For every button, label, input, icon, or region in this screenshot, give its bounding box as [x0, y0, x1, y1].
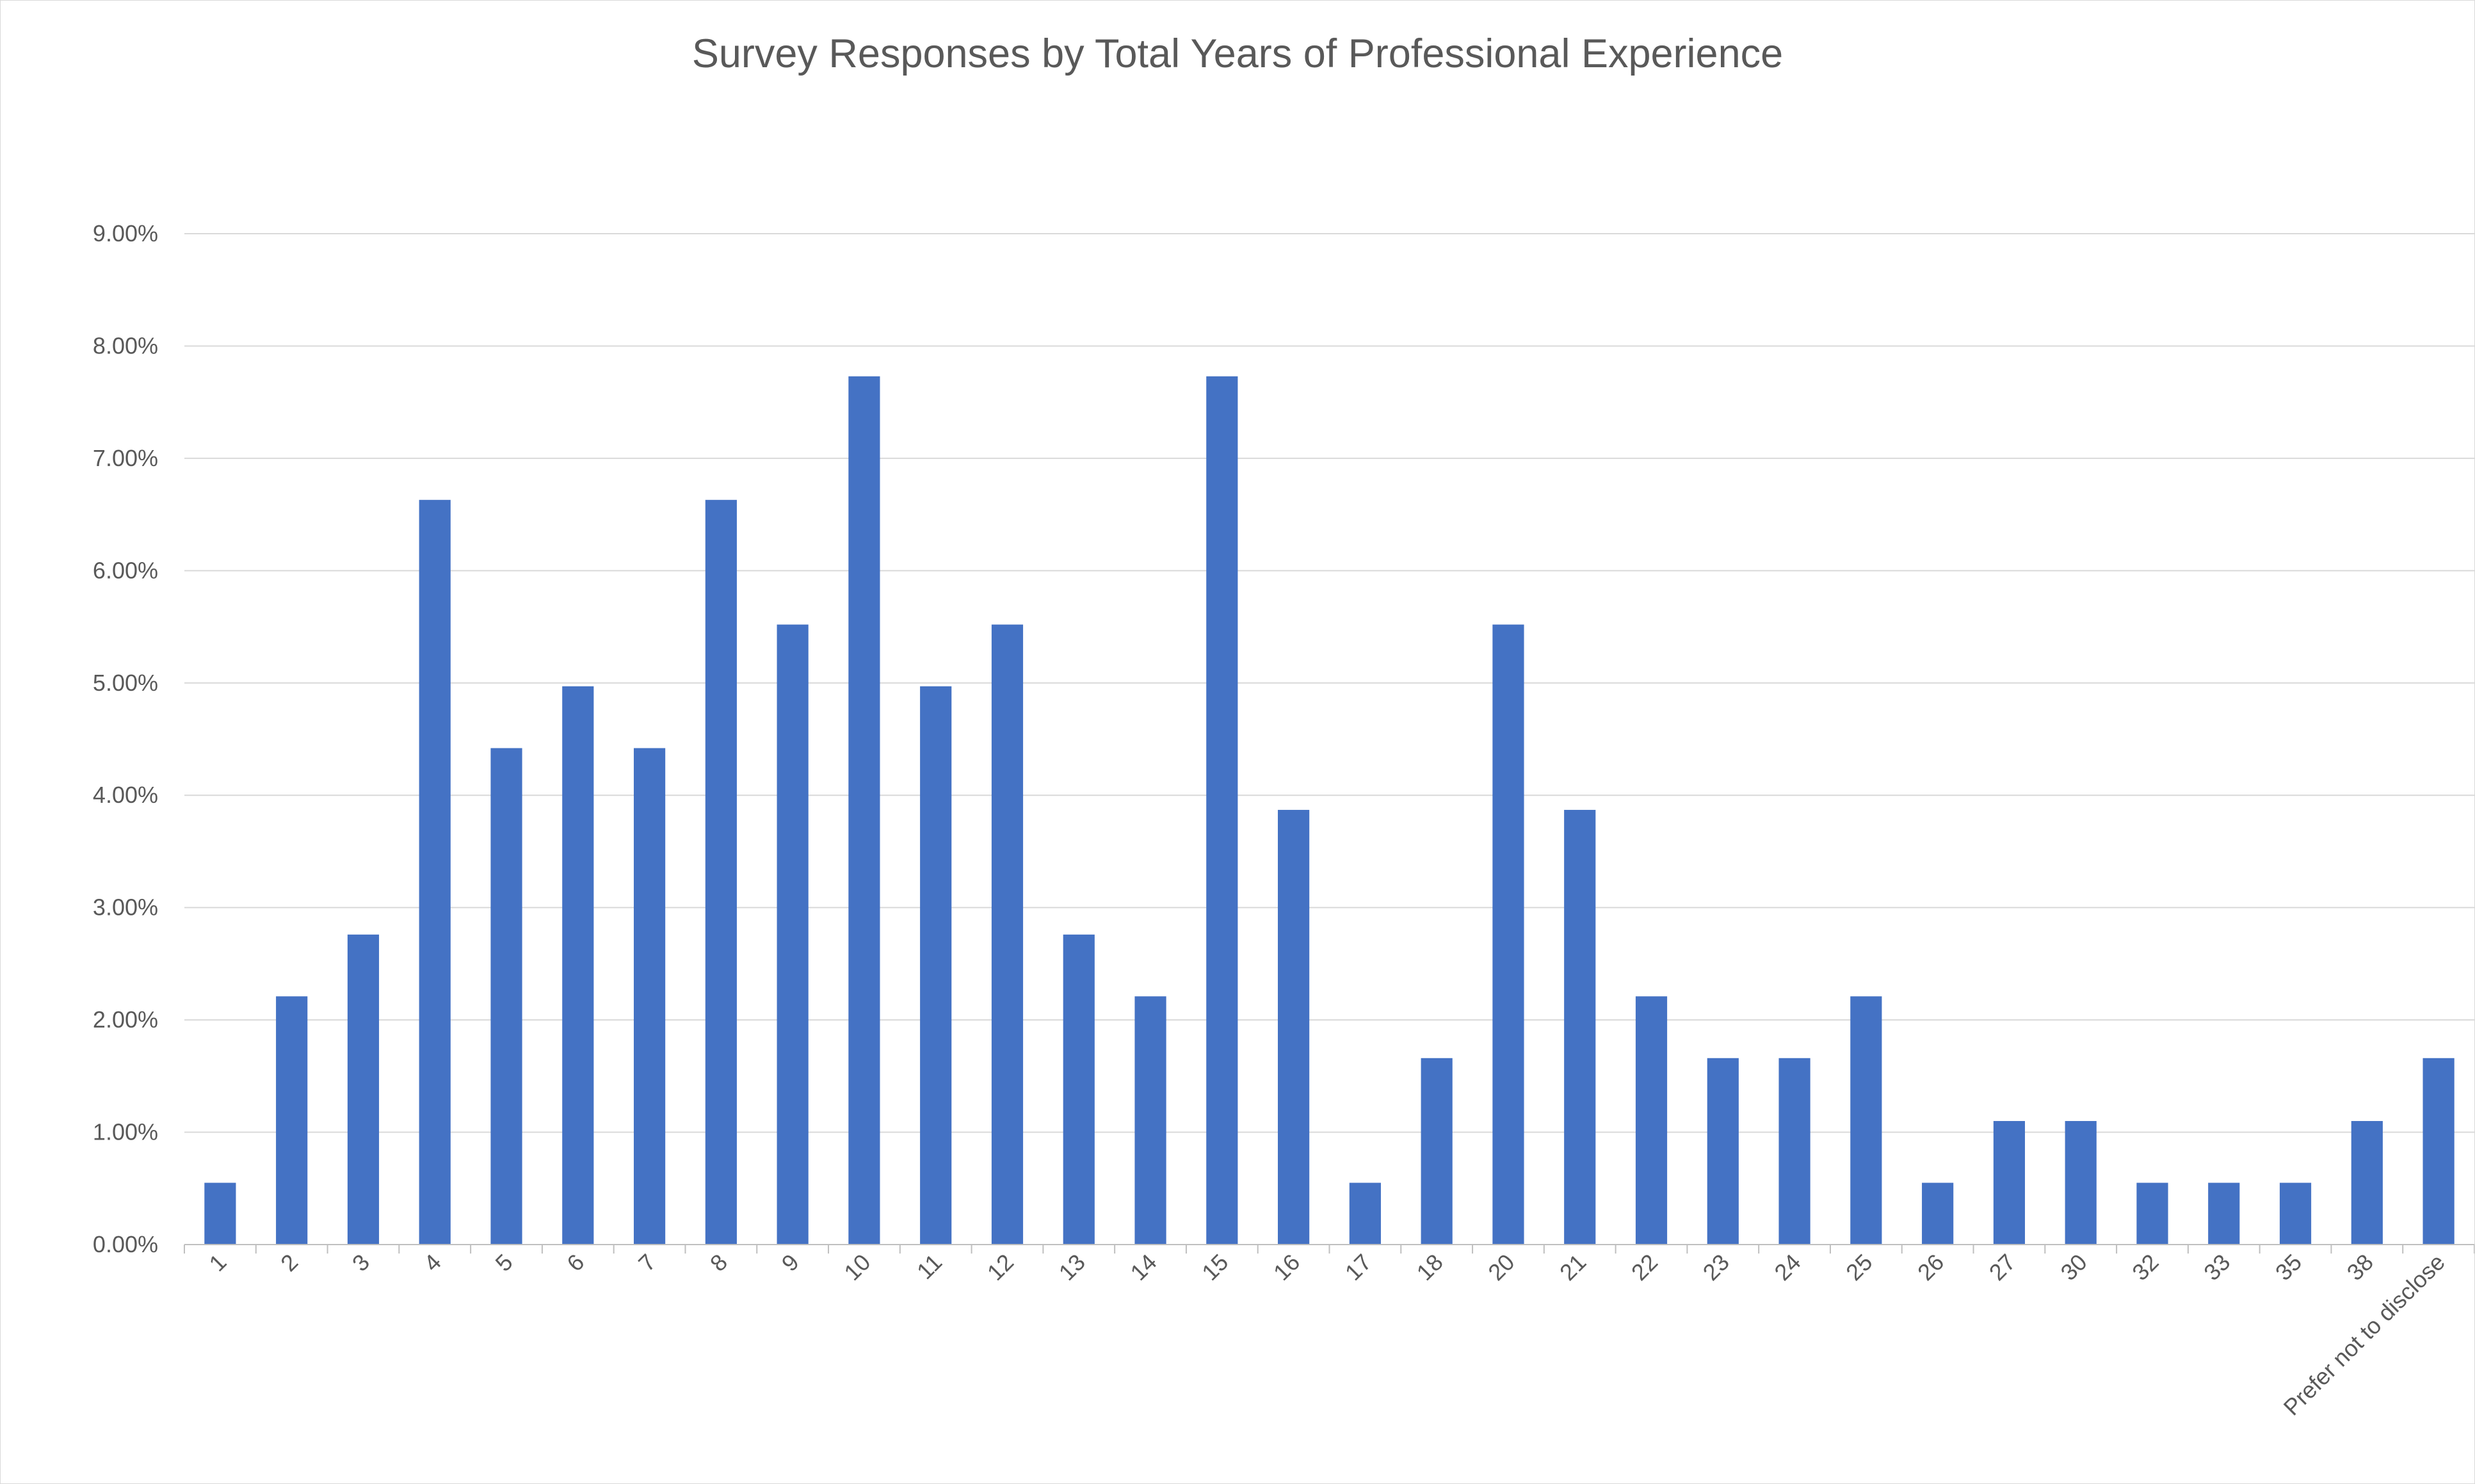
x-tick-label: 24	[1769, 1249, 1805, 1286]
bar	[920, 686, 952, 1245]
x-tick-label: 10	[839, 1249, 875, 1286]
x-tick-label: 33	[2198, 1249, 2235, 1286]
bar	[777, 624, 809, 1245]
x-tick-label: 30	[2056, 1249, 2092, 1286]
bar	[2279, 1182, 2312, 1245]
bar	[2136, 1182, 2168, 1245]
y-tick-label: 1.00%	[93, 1119, 158, 1145]
y-tick-label: 8.00%	[93, 332, 158, 359]
bar	[1850, 996, 1882, 1245]
x-tick-label: 3	[347, 1249, 375, 1277]
x-tick-label: 4	[419, 1249, 446, 1277]
x-tick-label: 2	[275, 1249, 303, 1277]
bar	[1134, 996, 1166, 1245]
bar	[347, 934, 380, 1245]
bar	[1922, 1182, 1954, 1245]
bar	[1707, 1058, 1739, 1245]
x-tick-label: 9	[777, 1249, 804, 1277]
x-tick-label: 6	[561, 1249, 589, 1277]
x-tick-label: 20	[1483, 1249, 1519, 1286]
x-tick-label: 8	[705, 1249, 732, 1277]
bar	[991, 624, 1024, 1245]
bar	[1778, 1058, 1810, 1245]
x-tick-label: 7	[633, 1249, 661, 1277]
bar	[1063, 934, 1095, 1245]
x-axis	[184, 1244, 2474, 1254]
bar	[633, 748, 666, 1245]
bar	[1993, 1121, 2026, 1245]
x-tick-label: 12	[982, 1249, 1019, 1286]
x-tick-label: 11	[912, 1249, 947, 1284]
y-tick-label: 7.00%	[93, 445, 158, 471]
x-tick-label: 35	[2270, 1249, 2307, 1286]
y-tick-label: 3.00%	[93, 894, 158, 921]
bar	[2208, 1182, 2240, 1245]
x-tick-label: 5	[490, 1249, 518, 1277]
y-tick-label: 5.00%	[93, 670, 158, 696]
bar	[1349, 1182, 1381, 1245]
x-tick-label: 25	[1841, 1249, 1877, 1286]
x-tick-label: 27	[1984, 1249, 2020, 1286]
x-tick-label: 16	[1268, 1249, 1305, 1286]
bar	[2065, 1121, 2097, 1245]
bar	[1635, 996, 1668, 1245]
y-tick-label: 6.00%	[93, 557, 158, 583]
x-tick-label: 32	[2127, 1249, 2163, 1286]
gridlines	[184, 233, 2474, 1133]
bar	[419, 499, 451, 1245]
y-axis-tick-labels: 0.00% 1.00% 2.00% 3.00% 4.00% 5.00% 6.00% 7.00%…	[93, 220, 158, 1257]
x-tick-label: 21	[1554, 1249, 1591, 1286]
x-tick-label: 15	[1197, 1249, 1233, 1286]
y-tick-label: 4.00%	[93, 782, 158, 808]
chart-title: Survey Responses by Total Years of Profe…	[692, 31, 1783, 76]
x-tick-label: 18	[1412, 1249, 1448, 1286]
bar	[490, 748, 522, 1245]
bar	[276, 996, 308, 1245]
bar	[1564, 810, 1596, 1245]
y-tick-label: 2.00%	[93, 1006, 158, 1033]
x-tick-label: 26	[1912, 1249, 1949, 1286]
bar	[204, 1182, 236, 1245]
bar	[1278, 810, 1310, 1245]
x-tick-label: 23	[1698, 1249, 1734, 1286]
bar	[1492, 624, 1524, 1245]
bars	[204, 376, 2455, 1245]
bar	[1206, 376, 1238, 1245]
x-tick-label: 1	[204, 1249, 231, 1277]
bar	[848, 376, 880, 1245]
x-axis-tick-labels: 1 2 3 4 5 6 7 8 9 10 11 12 13 14 15 16 17 18 20 21 22 23 24 25 2…	[204, 1249, 2449, 1421]
y-tick-label: 9.00%	[93, 220, 158, 246]
x-tick-label: 17	[1340, 1249, 1376, 1286]
bar	[2423, 1058, 2455, 1245]
x-tick-label: 38	[2342, 1249, 2378, 1286]
x-tick-label: 14	[1125, 1249, 1161, 1286]
x-tick-label: 13	[1054, 1249, 1090, 1286]
bar	[2351, 1121, 2383, 1245]
bar	[705, 499, 737, 1245]
bar	[562, 686, 594, 1245]
y-tick-label: 0.00%	[93, 1231, 158, 1257]
bar	[1421, 1058, 1453, 1245]
x-tick-label: 22	[1626, 1249, 1663, 1286]
